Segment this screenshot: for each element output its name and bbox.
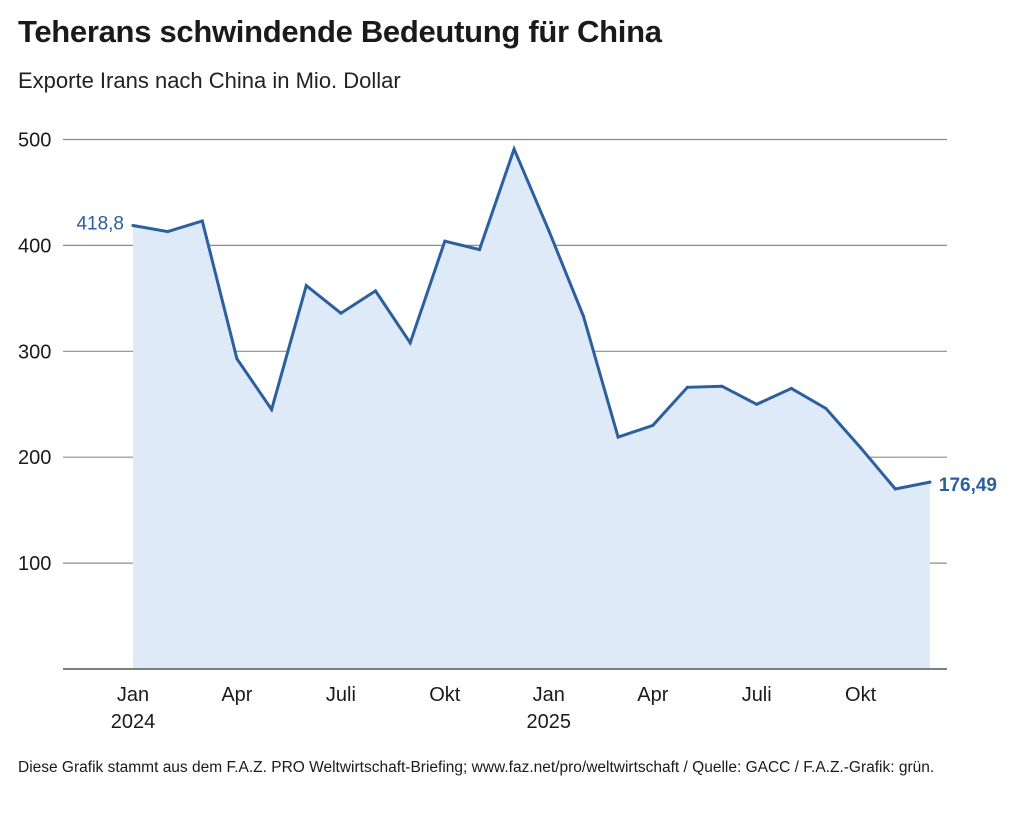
data-point xyxy=(131,224,135,227)
y-tick-label: 300 xyxy=(18,341,51,363)
x-tick-year-label: 2025 xyxy=(527,711,572,733)
x-tick-label: Okt xyxy=(429,684,461,706)
x-tick-label: Juli xyxy=(742,684,772,706)
x-tick-label: Okt xyxy=(845,684,877,706)
series-line-layer xyxy=(131,144,932,491)
x-tick-label: Jan xyxy=(533,684,565,706)
data-point xyxy=(651,423,655,427)
data-point xyxy=(374,289,377,293)
data-point xyxy=(166,230,170,234)
chart-title: Teherans schwindende Bedeutung für China xyxy=(18,14,662,49)
x-tick-label: Apr xyxy=(221,684,252,706)
area-fill-layer xyxy=(133,149,930,669)
y-tick-label: 200 xyxy=(18,447,51,469)
data-point xyxy=(824,407,828,410)
data-point xyxy=(755,402,759,406)
data-point xyxy=(928,480,932,484)
source-footnote: Diese Grafik stammt aus dem F.A.Z. PRO W… xyxy=(18,759,935,776)
data-point xyxy=(859,446,863,450)
start-value-label: 418,8 xyxy=(76,214,124,235)
data-point xyxy=(304,284,308,288)
data-point xyxy=(720,384,724,388)
data-point xyxy=(582,314,585,318)
data-point xyxy=(547,229,551,233)
y-tick-label: 500 xyxy=(18,130,51,152)
data-point xyxy=(270,408,274,411)
data-point xyxy=(685,385,689,389)
data-point xyxy=(512,147,516,151)
end-value-label: 176,49 xyxy=(939,475,997,496)
x-tick-year-label: 2024 xyxy=(111,711,156,733)
x-axis-tick-labels: Jan 2024 Apr Juli Okt Jan 2025 Apr Juli Okt xyxy=(111,684,877,733)
series-area xyxy=(133,149,930,669)
data-point xyxy=(443,239,447,243)
y-axis-tick-labels: 100 200 300 400 500 xyxy=(18,130,51,576)
data-point xyxy=(893,487,897,491)
data-point xyxy=(339,311,343,315)
data-point xyxy=(616,435,620,439)
x-tick-label: Jan xyxy=(117,684,149,706)
y-tick-label: 400 xyxy=(18,235,51,257)
x-tick-label: Apr xyxy=(637,684,668,706)
data-point xyxy=(235,357,239,361)
data-point xyxy=(200,219,204,223)
data-point xyxy=(478,248,481,252)
x-tick-label: Juli xyxy=(326,684,356,706)
series-line xyxy=(131,144,932,491)
y-tick-label: 100 xyxy=(18,553,51,575)
data-annotations: 418,8 176,49 xyxy=(76,214,997,497)
data-point xyxy=(789,386,793,390)
data-point xyxy=(408,341,412,345)
chart-subtitle: Exporte Irans nach China in Mio. Dollar xyxy=(18,68,401,93)
